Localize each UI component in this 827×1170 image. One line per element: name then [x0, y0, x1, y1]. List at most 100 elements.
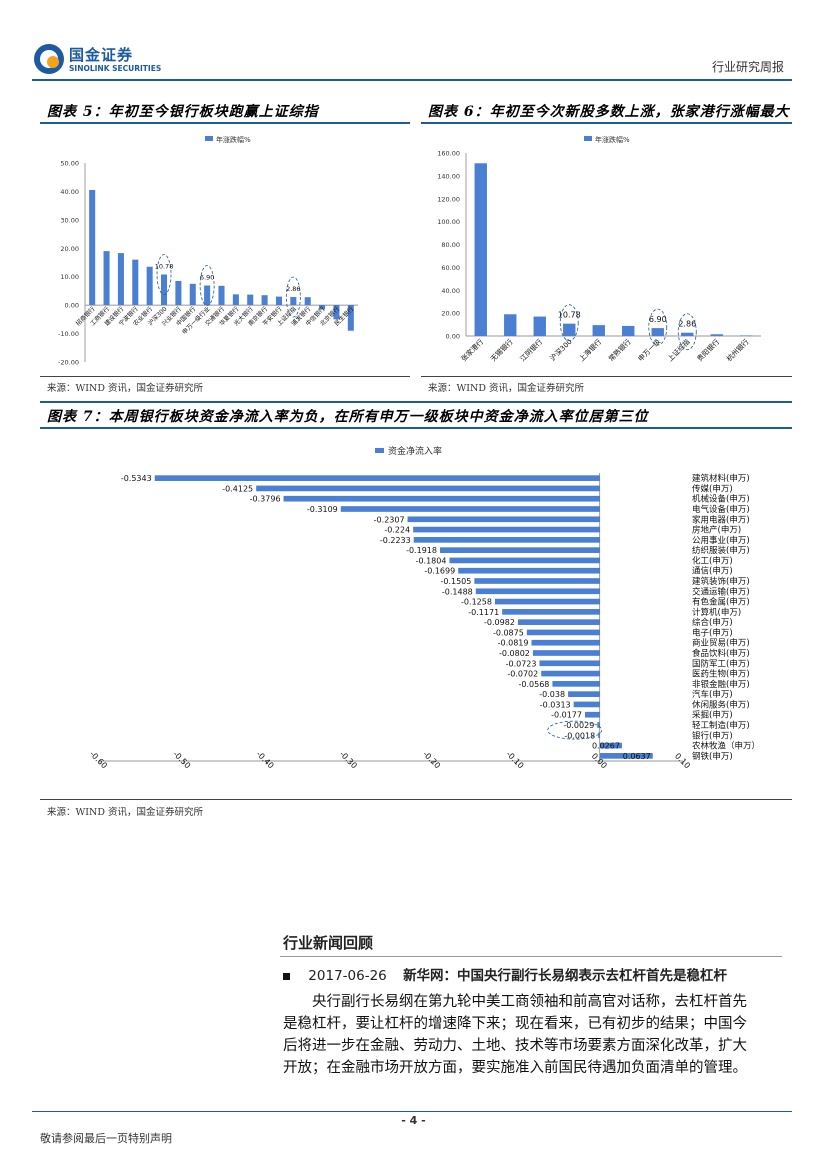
y-tick-label: 20.00	[441, 310, 460, 318]
y-tick-label: -20.00	[58, 359, 79, 367]
data-label: -0.1505	[440, 577, 471, 586]
bar	[651, 328, 664, 336]
category-label: 银行(申万)	[692, 730, 733, 741]
chart5-title: 图表 5：年初至今银行板块跑赢上证综指	[47, 104, 319, 120]
bar	[563, 323, 576, 336]
bar	[103, 251, 110, 306]
data-label: -0.0802	[499, 649, 530, 658]
data-label: -0.0875	[493, 628, 524, 637]
category-label: 计算机(申万)	[692, 607, 741, 618]
chart6-source: 来源：WIND 资讯，国金证券研究所	[428, 383, 584, 394]
bar	[413, 537, 600, 543]
bar	[261, 295, 268, 306]
category-label: 电气设备(申万)	[692, 504, 750, 515]
company-logo: 国金证券 SINOLINK SECURITIES	[32, 42, 162, 76]
legend-label: 资金净流入率	[388, 445, 442, 457]
bar	[740, 335, 753, 336]
bar	[275, 296, 282, 306]
bar	[175, 280, 182, 306]
bar	[333, 305, 340, 320]
category-label: 房地产(申万)	[692, 525, 741, 536]
category-label: 上海银行	[577, 337, 603, 363]
data-label: -0.5343	[121, 474, 152, 483]
bar	[146, 266, 153, 306]
bar	[568, 691, 600, 697]
bar	[539, 660, 600, 667]
category-label: 有色金属(申万)	[692, 597, 750, 608]
category-label: 采掘(申万)	[692, 710, 733, 721]
data-label: -0.038	[539, 690, 565, 699]
bar	[449, 557, 600, 564]
chart5-plot: 年涨跌幅% 50.00 40.00 30.00 20.00 10.00 0.00 -10.00…	[58, 135, 358, 367]
y-tick-label: 50.00	[60, 160, 79, 168]
annotation-ellipse	[559, 304, 579, 342]
category-label: 钢铁(申万)	[692, 751, 733, 762]
logo-cn-text: 国金证券	[69, 46, 134, 64]
data-label: -0.0568	[519, 680, 550, 689]
chart7-title-rule	[40, 427, 792, 429]
category-label: 公用事业(申万)	[692, 535, 750, 546]
bar	[532, 650, 600, 656]
bar	[622, 325, 635, 336]
news-body-line: 是稳杠杆，要让杠杆的增速降下来；现在看来，已有初步的结果；中国今	[283, 1016, 747, 1032]
bar	[340, 506, 600, 512]
bar	[154, 475, 600, 481]
chart6-source-rule	[421, 376, 792, 377]
x-tick-label: -0.40	[255, 749, 276, 770]
bar	[247, 294, 254, 306]
category-label: 江阴银行	[518, 337, 544, 363]
y-tick-label: 10.00	[60, 273, 79, 281]
category-label: 无锡银行	[489, 337, 515, 363]
bar	[584, 711, 600, 718]
y-tick-label: 140.00	[437, 172, 460, 180]
category-label: 传媒(申万)	[692, 483, 733, 494]
bar	[531, 639, 600, 646]
bar	[599, 742, 622, 749]
chart7-title: 图表 7：本周银行板块资金净流入率为负，在所有申万一级板块中资金净流入率位居第三…	[47, 409, 649, 425]
bar	[475, 588, 600, 595]
data-label: -0.1918	[406, 546, 437, 555]
y-tick-label: -10.00	[58, 330, 79, 338]
news-body-line: 开放；在金融市场开放方面，要实施准入前国民待遇加负面清单的管理。	[283, 1060, 747, 1076]
legend-swatch	[205, 136, 213, 141]
category-label: 贵阳银行	[695, 337, 721, 363]
bar	[204, 285, 211, 306]
data-label: -0.1699	[424, 567, 455, 576]
y-tick-label: 120.00	[437, 195, 460, 203]
category-label: 建筑装饰(申万)	[692, 576, 750, 587]
chart6-title: 图表 6：年初至今次新股多数上涨，张家港行涨幅最大	[428, 104, 790, 120]
news-date: 2017-06-26	[308, 968, 387, 984]
data-label: -0.1171	[468, 608, 499, 617]
chart6-plot: 年涨跌幅% 160.00 140.00 120.00 100.00 80.00 60.00 4…	[437, 135, 761, 363]
bar	[304, 297, 311, 306]
chart5-title-rule	[40, 122, 410, 124]
data-label: -0.0029	[563, 721, 594, 730]
header-rule	[32, 79, 792, 81]
category-label: 机械设备(申万)	[692, 494, 750, 505]
bar	[232, 294, 239, 306]
bar	[504, 314, 517, 336]
data-label: -0.0819	[498, 639, 529, 648]
bar	[552, 681, 600, 687]
report-type: 行业研究周报	[711, 60, 784, 74]
category-label: 轻工制造(申万)	[692, 720, 750, 731]
x-tick-label: -0.20	[421, 749, 442, 770]
bar	[347, 305, 354, 331]
bar	[218, 285, 225, 306]
news-item-header: 2017-06-26 新华网：中国央行副行长易纲表示去杠杆首先是稳杠杆	[283, 966, 783, 986]
category-label: 家用电器(申万)	[692, 514, 750, 525]
data-label: -0.0723	[506, 659, 537, 668]
news-headline: 新华网：中国央行副行长易纲表示去杠杆首先是稳杠杆	[403, 968, 728, 984]
chart7-source-rule	[40, 799, 792, 800]
bar	[592, 325, 605, 336]
bar	[598, 732, 600, 739]
legend-label: 年涨跌幅%	[595, 135, 630, 144]
bar	[541, 670, 600, 677]
category-label: 建筑材料(申万)	[692, 473, 750, 484]
data-label: -0.1258	[461, 598, 492, 607]
chart5-source: 来源：WIND 资讯，国金证券研究所	[47, 383, 203, 394]
bar	[517, 619, 600, 625]
chart6-title-rule	[421, 122, 792, 124]
data-label: -0.0702	[507, 670, 538, 679]
data-label: -0.2307	[374, 515, 405, 524]
